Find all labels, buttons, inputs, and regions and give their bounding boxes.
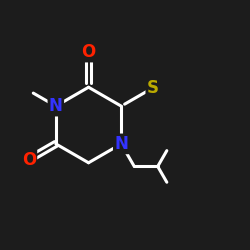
Text: N: N <box>114 135 128 153</box>
Text: O: O <box>22 150 36 168</box>
Text: N: N <box>49 97 63 115</box>
Text: S: S <box>147 79 159 97</box>
Text: O: O <box>82 43 96 61</box>
